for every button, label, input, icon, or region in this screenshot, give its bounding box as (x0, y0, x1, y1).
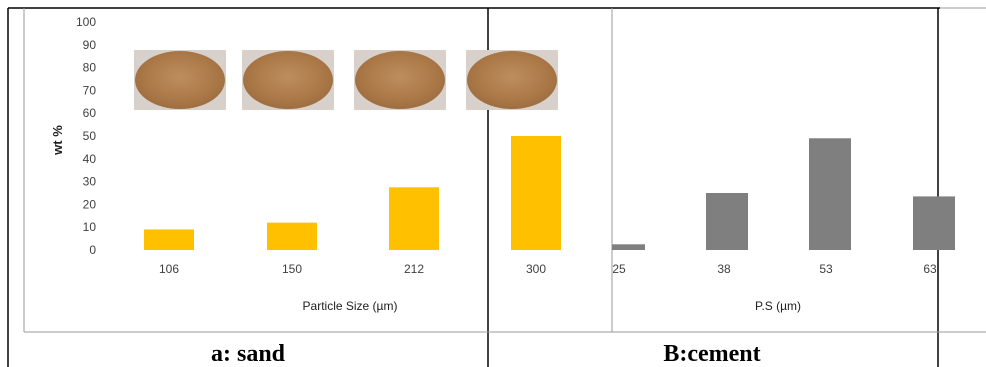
cement-x-ticks: 25 38 53 63 (612, 262, 937, 276)
y-tick-label: 30 (83, 175, 97, 189)
cement-bar (706, 193, 748, 250)
sand-y-ticks: 0 10 20 30 40 50 60 70 80 90 100 (76, 15, 96, 257)
x-tick-label: 63 (923, 262, 937, 276)
sand-x-axis-label: Particle Size (µm) (303, 299, 398, 313)
chart-borders (23, 7, 986, 333)
sand-bar (511, 136, 561, 250)
y-tick-label: 10 (83, 220, 97, 234)
y-tick-label: 50 (83, 129, 97, 143)
sand-bars (144, 136, 561, 250)
sand-photo (242, 50, 334, 110)
y-tick-label: 70 (83, 83, 97, 97)
y-tick-label: 60 (83, 106, 97, 120)
sand-photo (466, 50, 558, 110)
cement-x-axis-label: P.S (µm) (755, 299, 801, 313)
x-tick-label: 212 (404, 262, 424, 276)
sand-y-axis-label: wt % (50, 125, 65, 156)
y-tick-label: 0 (89, 243, 96, 257)
y-tick-label: 20 (83, 197, 97, 211)
x-tick-label: 25 (612, 262, 626, 276)
sand-photo (354, 50, 446, 110)
x-tick-label: 300 (526, 262, 546, 276)
x-tick-label: 106 (159, 262, 179, 276)
sand-photo (134, 50, 226, 110)
x-tick-label: 38 (717, 262, 731, 276)
cement-chart: 25 38 53 63 P.S (µm) (612, 138, 955, 313)
cement-bar (913, 196, 955, 250)
y-tick-label: 80 (83, 61, 97, 75)
cement-bar (612, 244, 645, 250)
cement-bar (809, 138, 851, 250)
caption-cement: B:cement (663, 341, 760, 367)
x-tick-label: 150 (282, 262, 302, 276)
cement-bars (612, 138, 955, 250)
sand-x-ticks: 106 150 212 300 (159, 262, 546, 276)
sand-bar (267, 222, 317, 250)
sand-chart: wt % 0 10 20 30 40 50 60 70 80 90 100 106 150 212 300… (50, 15, 561, 313)
y-tick-label: 100 (76, 15, 96, 29)
caption-sand: a: sand (211, 341, 286, 367)
sand-bar (389, 187, 439, 250)
y-tick-label: 40 (83, 152, 97, 166)
x-tick-label: 53 (819, 262, 833, 276)
sand-bar (144, 229, 194, 250)
y-tick-label: 90 (83, 38, 97, 52)
sand-photos (134, 50, 558, 110)
